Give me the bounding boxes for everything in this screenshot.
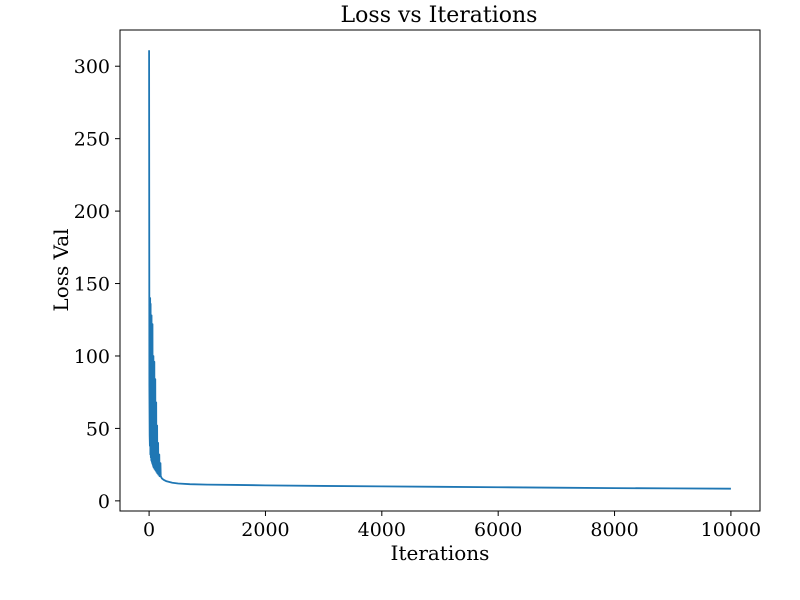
y-tick-label: 300 <box>74 56 110 78</box>
x-tick-label: 8000 <box>590 519 638 541</box>
y-tick-label: 0 <box>98 491 110 513</box>
y-axis-label: Loss Val <box>49 228 73 311</box>
chart-title: Loss vs Iterations <box>341 3 538 28</box>
y-tick-label: 50 <box>86 418 110 440</box>
x-axis-label: Iterations <box>391 541 490 565</box>
x-tick-label: 0 <box>143 519 155 541</box>
x-tick-label: 10000 <box>701 519 761 541</box>
y-tick-label: 150 <box>74 274 110 296</box>
x-tick-label: 4000 <box>358 519 406 541</box>
x-tick-label: 2000 <box>241 519 289 541</box>
y-tick-label: 100 <box>74 346 110 368</box>
plot-area <box>148 50 731 490</box>
y-tick-label: 200 <box>74 201 110 223</box>
loss-series-line <box>148 50 731 490</box>
y-axis: 0 50 100 150 200 250 300 <box>74 56 120 513</box>
x-tick-label: 6000 <box>474 519 522 541</box>
x-axis: 0 2000 4000 6000 8000 10000 <box>143 511 761 541</box>
plot-frame <box>119 29 761 512</box>
y-tick-label: 250 <box>74 129 110 151</box>
